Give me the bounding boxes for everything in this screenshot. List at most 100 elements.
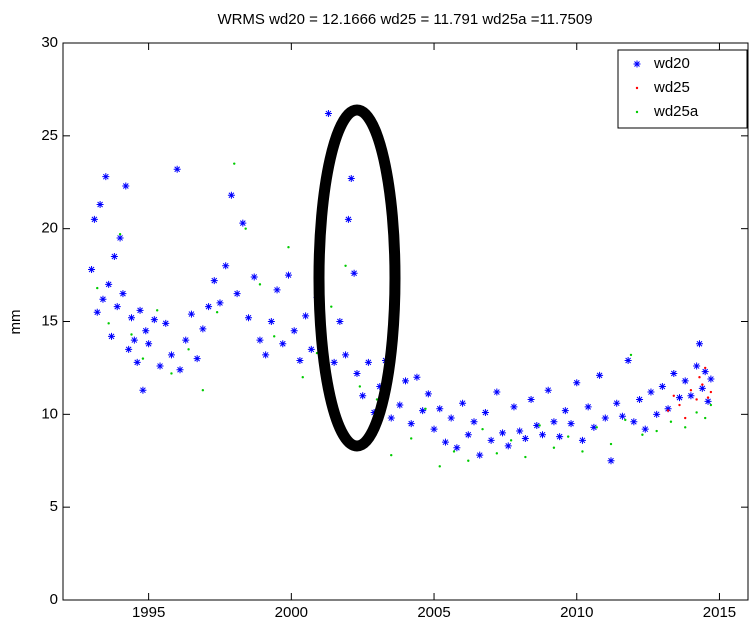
point [467,459,470,462]
point [581,450,584,453]
point [701,383,704,386]
point [436,405,444,413]
chart-title: WRMS wd20 = 12.1666 wd25 = 11.791 wd25a … [217,11,592,28]
point [128,314,135,322]
point [273,335,276,338]
y-tick-label: 25 [41,127,58,144]
point [107,322,110,325]
point [464,431,472,439]
point [424,390,432,398]
point [504,442,512,450]
point [344,215,352,223]
point [495,452,499,455]
point [330,358,338,366]
point [438,465,441,468]
point [324,110,332,118]
plot-area [88,110,715,468]
point [162,319,170,327]
point [205,303,213,311]
point [222,262,230,270]
point [119,290,127,298]
point [347,175,355,183]
point [256,336,264,344]
point [516,427,524,435]
point [609,442,613,446]
point [698,384,706,392]
point [703,416,707,420]
point [155,309,159,312]
point [141,357,145,360]
point [139,386,147,394]
point [441,438,449,446]
point [307,345,315,353]
point [410,437,413,440]
point [376,382,384,390]
point [669,420,673,423]
point [493,388,501,396]
point [233,290,241,298]
point [387,414,395,422]
point [110,253,118,261]
point [90,215,98,223]
point [99,295,107,303]
legend-symbol [633,60,641,68]
point [670,369,678,377]
point [447,414,455,422]
point [102,173,110,181]
point [258,283,262,286]
point [470,418,478,426]
point [698,376,701,379]
point [595,426,598,429]
point [267,318,275,325]
point [96,286,99,290]
point [452,450,456,453]
point [359,392,367,400]
y-tick-label: 5 [50,498,58,515]
point [681,377,689,385]
point [544,386,552,394]
legend-symbol [635,86,639,90]
point [187,348,190,351]
point [250,273,258,281]
point [116,234,124,242]
point [703,366,707,370]
legend-label: wd20 [653,55,690,72]
x-tick-label: 2000 [275,604,308,621]
point [707,375,715,383]
point [167,351,175,359]
point [636,395,644,403]
y-tick-label: 30 [41,34,58,51]
point [430,425,438,433]
point [145,340,153,348]
point [396,401,404,409]
point [689,388,693,392]
point [245,314,253,322]
point [476,451,484,459]
point [538,424,541,427]
point [706,396,710,399]
point [364,358,372,366]
point [578,436,586,444]
point [678,403,681,407]
point [624,356,632,364]
point [301,376,304,379]
point [150,316,158,324]
point [550,418,558,426]
point [130,336,138,344]
point [701,368,709,376]
point [176,366,184,374]
legend-label: wd25 [653,79,690,96]
point [296,356,304,364]
y-tick-label: 10 [41,405,58,422]
point [641,425,649,433]
point [96,201,104,209]
point [187,310,195,318]
point [613,399,621,407]
y-axis-label: mm [7,310,24,335]
point [695,340,703,348]
point [216,299,224,307]
point [407,420,415,428]
point [239,219,247,227]
point [601,414,609,422]
